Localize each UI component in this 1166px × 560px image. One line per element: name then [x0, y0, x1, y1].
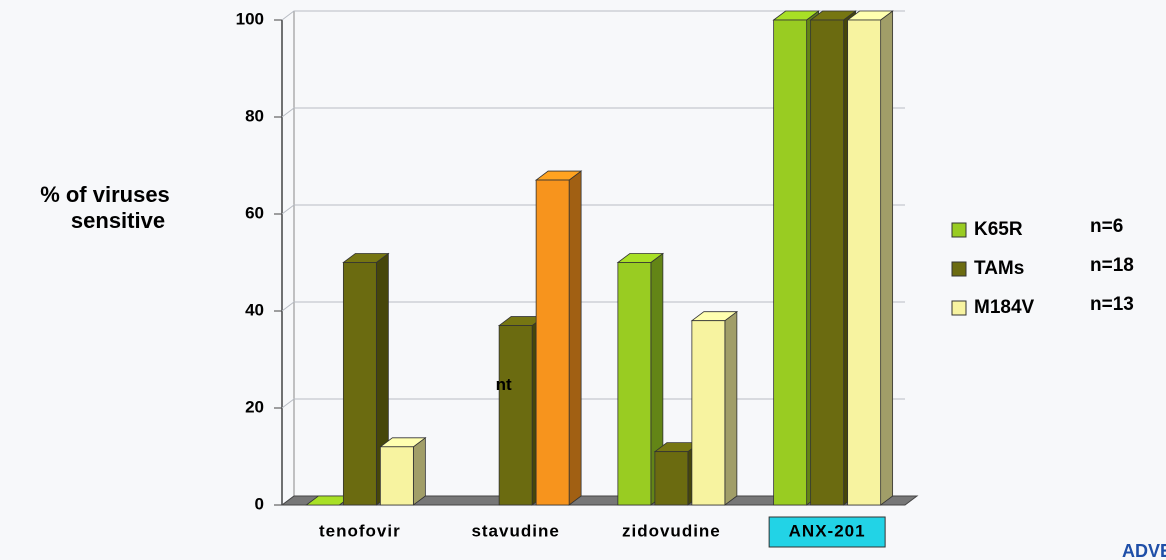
y-axis-label: sensitive [71, 208, 165, 233]
y-tick-label: 20 [245, 397, 264, 416]
bar [616, 252, 665, 506]
bar [690, 310, 739, 506]
grid-line [281, 301, 905, 312]
y-tick-label: 80 [245, 106, 264, 125]
bar-front [379, 446, 414, 506]
annotation: nt [496, 375, 512, 394]
legend-note: n=13 [1090, 294, 1134, 315]
x-tick-label: zidovudine [622, 521, 721, 540]
bar-front [535, 179, 570, 506]
bar-front [654, 451, 689, 506]
y-tick-label: 0 [255, 494, 264, 513]
bar-front [847, 19, 882, 506]
legend-swatch [951, 261, 967, 277]
legend-label: TAMs [974, 258, 1024, 279]
footer: ADVEN [1122, 541, 1166, 560]
grid-line [281, 107, 905, 118]
bar [846, 10, 894, 506]
bar-front [617, 262, 652, 506]
bar-front [810, 19, 845, 506]
bar-front [691, 320, 726, 506]
bar [379, 436, 427, 506]
legend-label: K65R [974, 219, 1023, 240]
legend-note: n=18 [1090, 255, 1134, 276]
x-tick-label: stavudine [471, 521, 559, 540]
x-tick-label: ANX-201 [789, 521, 866, 540]
bar-side [568, 170, 582, 506]
bar-side [724, 310, 738, 506]
bar [342, 252, 390, 506]
bar [534, 170, 583, 506]
y-tick-label: 100 [236, 9, 264, 28]
bar-front [498, 325, 533, 506]
grid-line [281, 204, 905, 215]
y-axis-label: % of viruses [40, 182, 170, 207]
x-tick-label: tenofovir [319, 521, 401, 540]
legend-label: M184V [974, 297, 1035, 318]
y-tick-label: 40 [245, 300, 264, 319]
legend-note: n=6 [1090, 216, 1123, 237]
y-tick-label: 60 [245, 203, 264, 222]
grid-line [281, 10, 905, 21]
legend-swatch [951, 300, 967, 316]
bar-front [342, 262, 377, 506]
bar-side [880, 10, 894, 506]
legend-swatch [951, 222, 967, 238]
bar-side [412, 436, 426, 506]
category-highlight [768, 516, 886, 548]
bar-front [773, 19, 808, 506]
